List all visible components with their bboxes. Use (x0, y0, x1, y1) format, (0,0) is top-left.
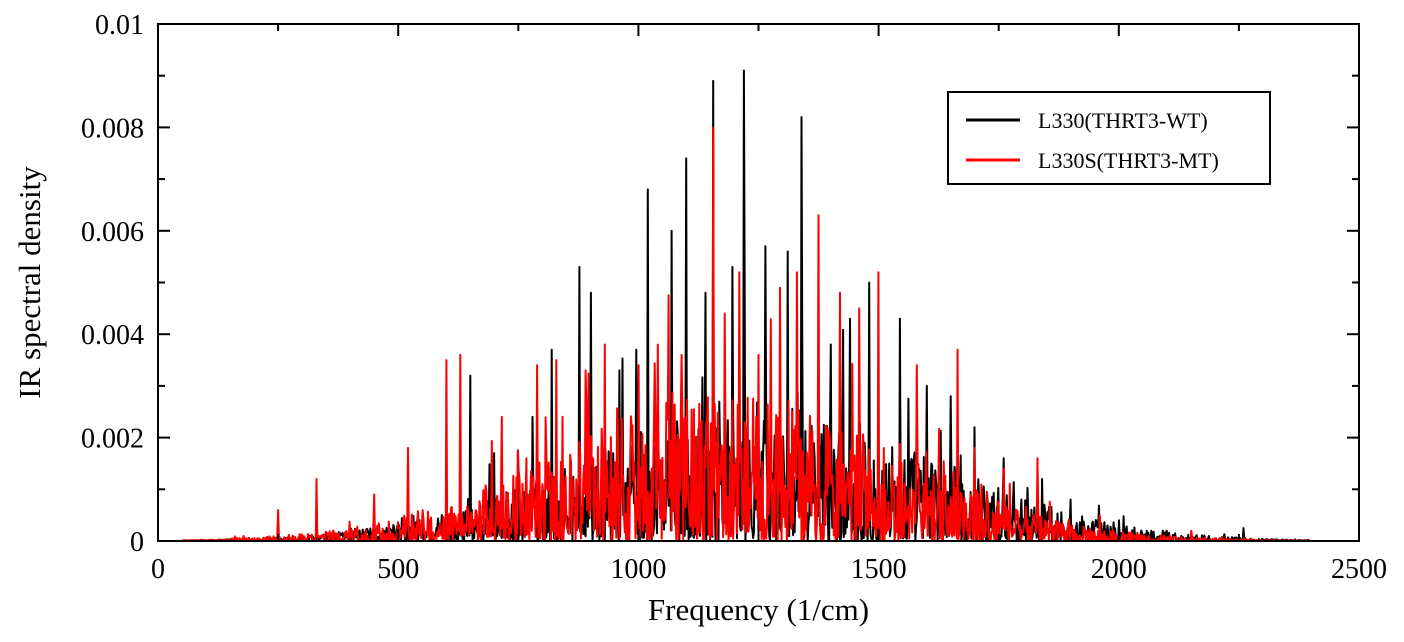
x-tick-label: 1500 (851, 554, 907, 585)
y-tick-label: 0.008 (81, 113, 144, 144)
y-tick-label: 0.002 (81, 424, 144, 455)
x-axis-title: Frequency (1/cm) (648, 592, 869, 627)
legend-label-wt: L330(THRT3-WT) (1038, 108, 1208, 133)
legend-box (947, 91, 1271, 185)
y-tick-label: 0 (130, 527, 144, 558)
y-tick-label: 0.01 (95, 10, 144, 41)
legend-label-mt: L330S(THRT3-MT) (1038, 148, 1219, 173)
x-tick-label: 1000 (610, 554, 666, 585)
tick-layer: 0 500 1000 1500 2000 2500 0 0.002 0.004 0.006 0.00… (81, 10, 1387, 585)
y-tick-label: 0.006 (81, 217, 144, 248)
x-tick-label: 500 (377, 554, 419, 585)
y-axis-title: IR spectral density (12, 166, 47, 399)
x-tick-label: 0 (151, 554, 165, 585)
x-tick-label: 2500 (1331, 554, 1387, 585)
legend: L330(THRT3-WT) L330S(THRT3-MT) (947, 91, 1271, 185)
x-tick-label: 2000 (1091, 554, 1147, 585)
y-tick-label: 0.004 (81, 320, 144, 351)
plot-frame (157, 23, 1360, 542)
